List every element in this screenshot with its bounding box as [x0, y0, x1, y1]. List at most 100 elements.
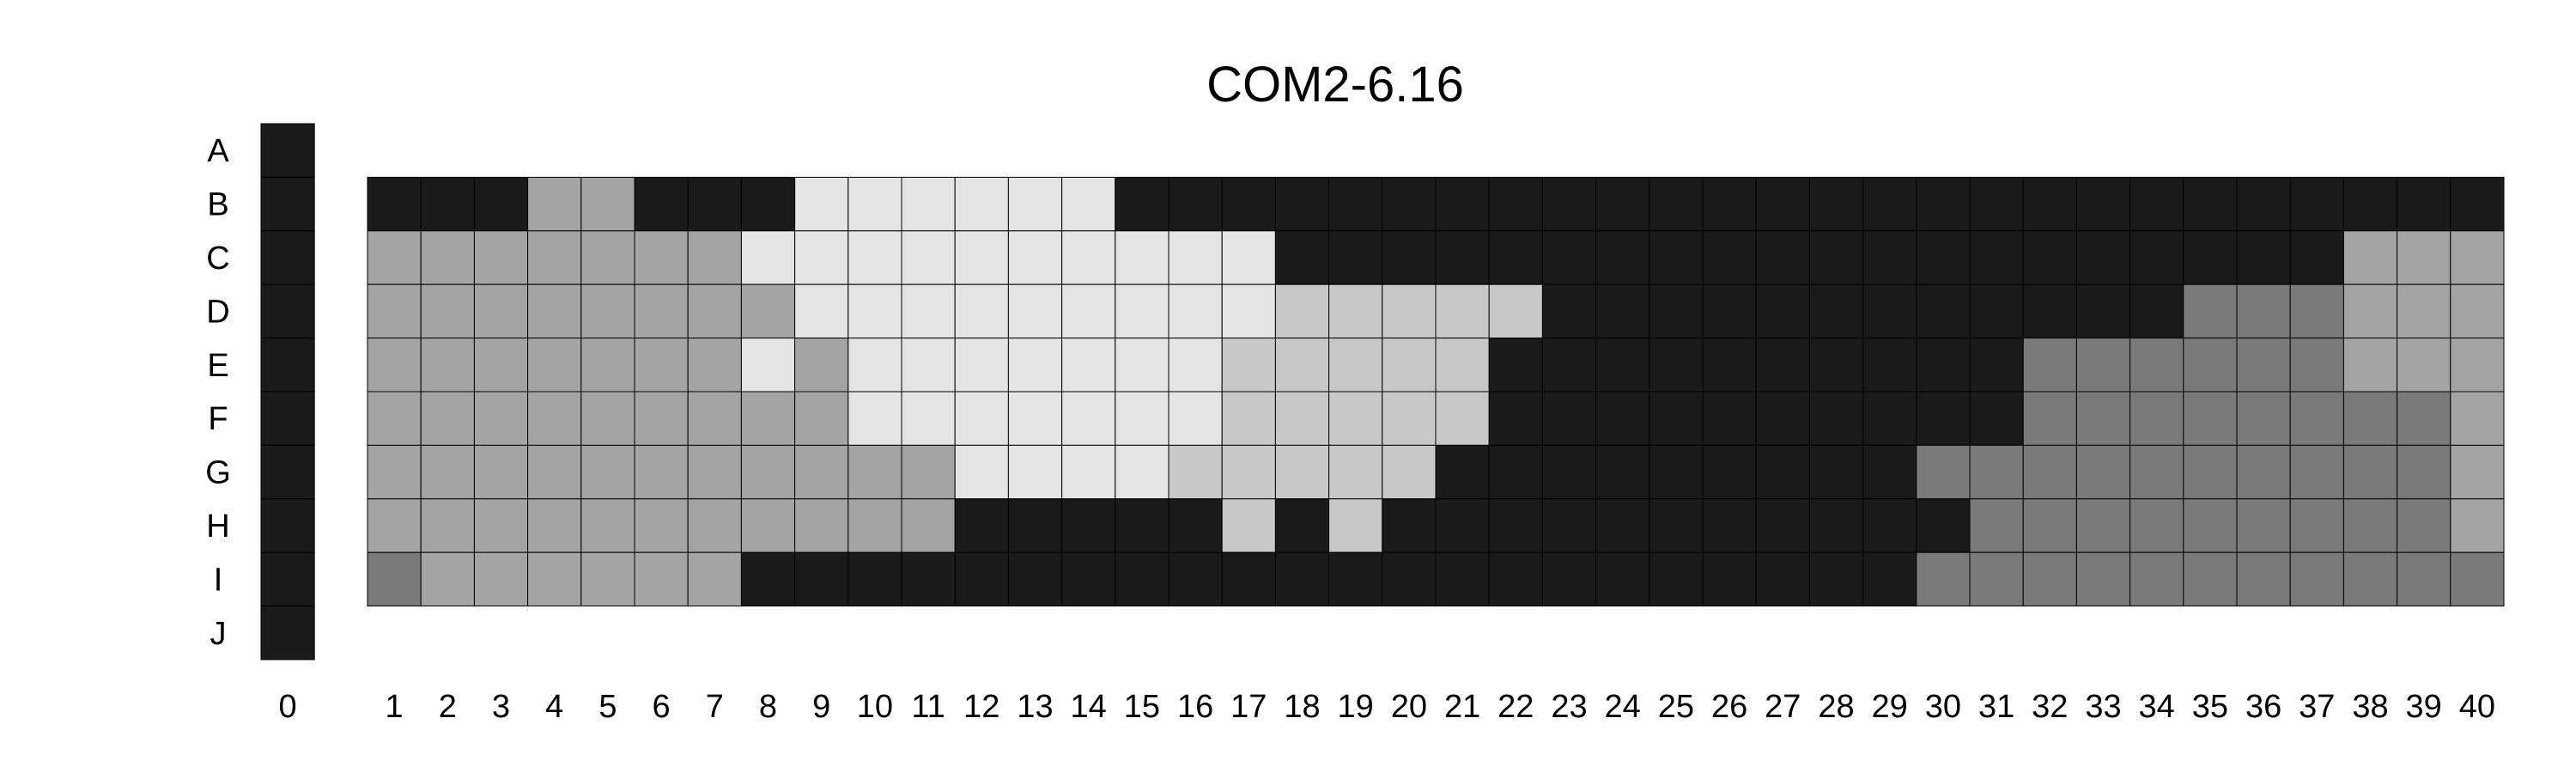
grid-cell — [687, 551, 742, 607]
grid-cell — [687, 444, 742, 500]
grid-cell — [1649, 551, 1704, 607]
grid-cell — [1862, 230, 1917, 285]
grid-cell — [1061, 391, 1116, 446]
grid-cell — [1969, 230, 2024, 285]
grid-cell — [1808, 444, 1864, 500]
grid-cell — [580, 283, 635, 339]
column-label: 24 — [1605, 689, 1641, 725]
grid-cell — [2342, 230, 2398, 285]
grid-cell — [527, 176, 582, 232]
grid-cell — [1115, 498, 1170, 553]
grid-cell — [1755, 176, 1810, 232]
grid-cell — [420, 176, 475, 232]
grid-cell — [473, 444, 529, 500]
column-label: 23 — [1551, 689, 1587, 725]
grid-cell — [2129, 444, 2184, 500]
grid-cell — [1221, 338, 1276, 393]
control-cell — [260, 551, 315, 607]
grid-cell — [2342, 176, 2398, 232]
grid-cell — [2236, 551, 2291, 607]
grid-cell — [1274, 444, 1330, 500]
control-cell — [260, 606, 315, 660]
grid-cell — [1541, 338, 1597, 393]
grid-cell — [1328, 551, 1383, 607]
grid-cell — [1916, 391, 1971, 446]
grid-cell — [2129, 283, 2184, 339]
grid-cell — [1221, 230, 1276, 285]
grid-cell — [1808, 230, 1864, 285]
grid-cell — [1435, 283, 1490, 339]
grid-cell — [367, 230, 422, 285]
grid-cell — [634, 283, 689, 339]
grid-cell — [1969, 551, 2024, 607]
grid-cell — [1862, 391, 1917, 446]
grid-cell — [2022, 230, 2077, 285]
grid-cell — [1488, 338, 1543, 393]
grid-cell — [2183, 391, 2238, 446]
grid-cell — [1808, 391, 1864, 446]
grid-cell — [1115, 338, 1170, 393]
grid-cell — [848, 283, 902, 339]
grid-cell — [1221, 283, 1276, 339]
grid-cell — [1007, 230, 1063, 285]
grid-cell — [740, 283, 796, 339]
grid-cell — [1595, 283, 1650, 339]
grid-cell — [2236, 444, 2291, 500]
grid-cell — [687, 230, 742, 285]
grid-cell — [687, 391, 742, 446]
grid-cell — [1221, 444, 1276, 500]
grid-cell — [954, 283, 1009, 339]
grid-cell — [1115, 391, 1170, 446]
grid-cell — [1755, 230, 1810, 285]
grid-cell — [1969, 338, 2024, 393]
column-label: 18 — [1284, 689, 1320, 725]
grid-cell — [1382, 176, 1437, 232]
grid-cell — [2075, 283, 2131, 339]
row-label: D — [206, 294, 229, 330]
grid-cell — [2289, 551, 2344, 607]
grid-cell — [1862, 283, 1917, 339]
grid-cell — [1649, 176, 1704, 232]
grid-cell — [1862, 444, 1917, 500]
column-label: 20 — [1391, 689, 1427, 725]
grid-cell — [1221, 498, 1276, 553]
column-label: 36 — [2245, 689, 2281, 725]
grid-cell — [367, 444, 422, 500]
grid-cell — [1702, 338, 1757, 393]
grid-cell — [2129, 230, 2184, 285]
grid-cell — [1007, 391, 1063, 446]
grid-cell — [634, 391, 689, 446]
grid-cell — [2397, 391, 2451, 446]
grid-cell — [2289, 176, 2344, 232]
grid-cell — [1702, 391, 1757, 446]
grid-cell — [1061, 338, 1116, 393]
grid-cell — [2075, 338, 2131, 393]
grid-cell — [473, 551, 529, 607]
grid-cell — [367, 338, 422, 393]
grid-cell — [1382, 391, 1437, 446]
column-label: 39 — [2406, 689, 2442, 725]
grid-cell — [420, 230, 475, 285]
grid-cell — [1328, 391, 1383, 446]
grid-cell — [634, 498, 689, 553]
grid-cell — [687, 283, 742, 339]
grid-cell — [1488, 551, 1543, 607]
grid-cell — [1862, 498, 1917, 553]
row-label: G — [205, 455, 231, 491]
grid-cell — [1916, 551, 1971, 607]
grid-cell — [794, 283, 849, 339]
grid-cell — [2129, 176, 2184, 232]
grid-cell — [1702, 176, 1757, 232]
grid-cell — [634, 444, 689, 500]
grid-cell — [2022, 176, 2077, 232]
grid-cell — [1755, 444, 1810, 500]
grid-cell — [2183, 338, 2238, 393]
grid-cell — [740, 551, 796, 607]
grid-cell — [1328, 338, 1383, 393]
grid-cell — [1168, 498, 1223, 553]
grid-cell — [473, 391, 529, 446]
grid-cell — [740, 444, 796, 500]
grid-cell — [1061, 230, 1116, 285]
grid-cell — [2450, 338, 2505, 393]
grid-cell — [1862, 551, 1917, 607]
